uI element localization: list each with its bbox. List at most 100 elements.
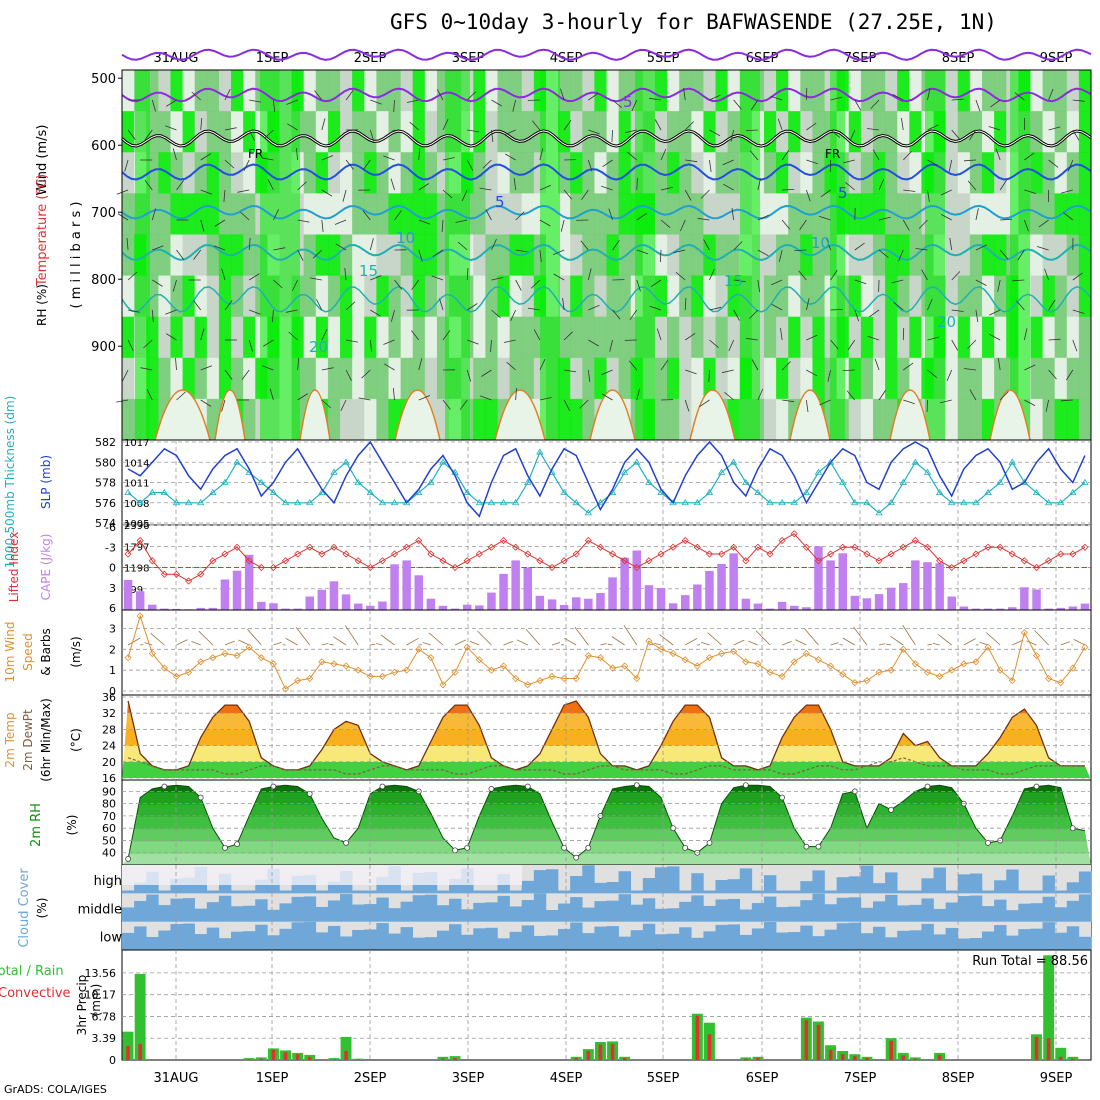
rh-cell: [776, 398, 789, 441]
upper-wind-barb: [867, 128, 880, 131]
cloud-cell: [642, 923, 656, 950]
rh-cell: [1042, 152, 1056, 194]
upper-wind-barb: [321, 155, 334, 161]
cape-bar: [705, 571, 714, 610]
cloud-cell: [824, 890, 837, 894]
slp-tick-label: 1008: [124, 499, 149, 510]
cape-bar: [123, 579, 133, 610]
precip-total-bar: [352, 1058, 364, 1060]
surface-wind-barb: [150, 632, 165, 646]
upper-wind-barb: [269, 388, 274, 401]
precip-convective-bar: [828, 1049, 833, 1060]
upper-wind-barb: [799, 219, 807, 231]
li-point: [875, 557, 883, 565]
rh-cell: [897, 111, 910, 153]
warm-surface-contour: [789, 389, 831, 441]
wind-speed-point: [705, 654, 714, 662]
li-point: [415, 536, 423, 545]
upper-wind-barb: [722, 159, 734, 166]
upper-wind-barb: [1048, 299, 1056, 311]
rh-point: [742, 782, 749, 789]
upper-wind-barb: [273, 279, 283, 289]
rh-cell: [800, 111, 813, 153]
upper-wind-barb: [867, 335, 880, 341]
cloud-cell: [630, 930, 644, 950]
upper-wind-barb: [370, 309, 381, 317]
cloud-cell: [400, 890, 413, 894]
rh-cell: [679, 357, 692, 400]
cloud-cell: [885, 872, 898, 894]
wind-speed-point: [294, 677, 302, 685]
rh-cell: [315, 357, 329, 400]
li-point: [1020, 557, 1028, 565]
cape-bar: [790, 605, 799, 611]
cloud-cell: [679, 901, 692, 922]
upper-wind-barb: [491, 99, 503, 107]
upper-wind-barb: [819, 399, 831, 406]
upper-wind-barb: [636, 388, 641, 401]
cape-bar: [717, 564, 726, 610]
thickness-point: [1020, 478, 1029, 485]
ylabel-lifted-index: Lifted Index: [7, 532, 21, 603]
surface-wind-barb: [333, 636, 347, 646]
pressure-tick-label: 600: [91, 139, 116, 154]
upper-wind-barb: [512, 99, 517, 112]
rh-cell: [1066, 193, 1080, 235]
rh-cell: [897, 357, 910, 400]
upper-wind-barb: [1048, 88, 1054, 101]
upper-wind-barb: [345, 90, 354, 101]
rh-cell: [400, 316, 414, 359]
upper-wind-barb: [608, 208, 613, 221]
wind-speed-point: [669, 649, 677, 658]
slp-tick-label: 1014: [124, 458, 149, 469]
li-point: [705, 550, 714, 558]
rh-cell: [679, 275, 692, 318]
warm-surface-contour: [494, 389, 546, 441]
wind-speed-point: [160, 664, 168, 672]
upper-wind-barb: [830, 96, 843, 101]
upper-wind-barb: [346, 339, 358, 343]
upper-wind-barb: [221, 399, 226, 412]
ylabel-slp: SLP (mb): [39, 455, 53, 509]
cape-bar: [475, 605, 484, 610]
rh-cell: [521, 357, 535, 400]
upper-wind-barb: [461, 189, 468, 202]
rh-point: [452, 847, 458, 854]
upper-wind-barb: [390, 178, 395, 191]
upper-wind-barb: [997, 279, 1001, 292]
rh-cell: [715, 193, 729, 235]
isotherm-15: [121, 243, 1092, 262]
upper-wind-barb: [370, 99, 382, 105]
li-point: [608, 550, 617, 558]
upper-wind-barb: [830, 269, 838, 281]
cape-bar: [1020, 587, 1029, 610]
upper-wind-barb: [176, 391, 186, 401]
wind-speed-point: [827, 662, 835, 670]
ylabel-2m-rh: 2m RH: [29, 803, 44, 847]
cape-bar: [584, 598, 593, 610]
upper-wind-barb: [418, 147, 420, 161]
rh-cell: [558, 193, 571, 235]
thickness-point: [766, 498, 774, 506]
rh-cell: [957, 316, 971, 359]
upper-wind-barb: [660, 148, 667, 161]
surface-wind-barb: [428, 632, 444, 646]
upper-wind-barb: [847, 339, 856, 351]
rh-cell: [763, 152, 777, 194]
surface-wind-barb: [1073, 639, 1086, 646]
rh-cell: [957, 357, 971, 400]
rh-cell: [582, 357, 595, 400]
li-point: [839, 543, 847, 551]
surface-wind-barb: [516, 639, 528, 646]
upper-wind-barb: [940, 189, 952, 196]
cape-bar: [317, 589, 327, 610]
cape-bar: [244, 554, 254, 611]
upper-wind-barb: [915, 248, 928, 251]
thickness-point: [717, 468, 726, 475]
cloud-cell: [1030, 903, 1043, 922]
contour-label: 10: [811, 234, 830, 252]
rh-point: [985, 840, 991, 846]
li-point: [269, 563, 277, 572]
temp-band: [122, 701, 1091, 714]
li-point: [318, 550, 326, 558]
